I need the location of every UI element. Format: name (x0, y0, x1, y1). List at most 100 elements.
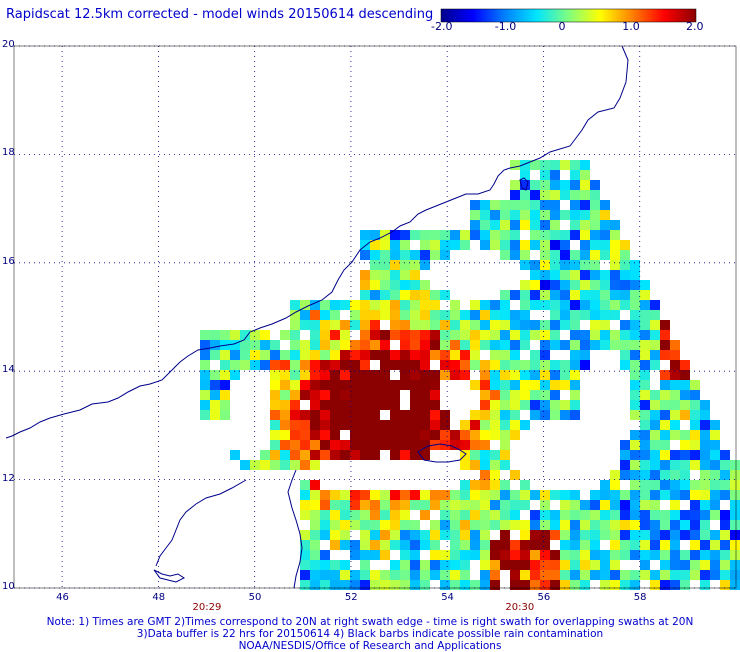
wind-cell (350, 510, 360, 520)
wind-cell (550, 180, 560, 190)
wind-cell (250, 330, 260, 340)
wind-cell (430, 340, 440, 350)
wind-cell (470, 540, 480, 550)
wind-cell (500, 550, 510, 560)
wind-cell (580, 220, 590, 230)
wind-cell (650, 490, 660, 500)
wind-cell (280, 430, 290, 440)
wind-cell (310, 320, 320, 330)
wind-cell (700, 480, 710, 490)
wind-cell (310, 330, 320, 340)
wind-cell (400, 320, 410, 330)
wind-cell (550, 160, 560, 170)
wind-cell (460, 360, 470, 370)
wind-cell (410, 250, 420, 260)
wind-cell (600, 230, 610, 240)
wind-cell (400, 360, 410, 370)
wind-cell (470, 300, 480, 310)
wind-cell (280, 450, 290, 460)
wind-cell (620, 360, 630, 370)
wind-cell (640, 440, 650, 450)
wind-cell (530, 240, 540, 250)
wind-cell (650, 520, 660, 530)
wind-cell (520, 480, 530, 490)
wind-cell (630, 450, 640, 460)
wind-cell (570, 230, 580, 240)
wind-cell (370, 380, 380, 390)
wind-cell (520, 300, 530, 310)
wind-cell (490, 320, 500, 330)
wind-cell (690, 490, 700, 500)
wind-cell (540, 290, 550, 300)
wind-cell (410, 420, 420, 430)
wind-cell (650, 400, 660, 410)
wind-cell (560, 310, 570, 320)
wind-cell (480, 430, 490, 440)
wind-cell (460, 320, 470, 330)
wind-cell (680, 490, 690, 500)
wind-cell (390, 280, 400, 290)
wind-cell (240, 350, 250, 360)
wind-cell (510, 220, 520, 230)
wind-cell (450, 540, 460, 550)
wind-cell (590, 500, 600, 510)
wind-cell (480, 410, 490, 420)
wind-cell (440, 250, 450, 260)
wind-cell (630, 490, 640, 500)
wind-cell (440, 310, 450, 320)
wind-cell (450, 360, 460, 370)
wind-cell (380, 500, 390, 510)
wind-cell (330, 530, 340, 540)
wind-cell (550, 530, 560, 540)
wind-cell (430, 560, 440, 570)
wind-cell (430, 550, 440, 560)
plot-frame (13, 45, 737, 589)
wind-cell (650, 420, 660, 430)
wind-cell (610, 560, 620, 570)
wind-cell (580, 190, 590, 200)
wind-cell (590, 310, 600, 320)
wind-cell (460, 480, 470, 490)
wind-cell (390, 500, 400, 510)
wind-cell (500, 290, 510, 300)
wind-cell (670, 370, 680, 380)
wind-cell (320, 580, 330, 590)
wind-cell (510, 510, 520, 520)
wind-cell (540, 190, 550, 200)
wind-cell (300, 350, 310, 360)
wind-cell (310, 370, 320, 380)
wind-cell (300, 540, 310, 550)
wind-cell (310, 460, 320, 470)
wind-cell (340, 500, 350, 510)
wind-cell (590, 540, 600, 550)
wind-cell (440, 570, 450, 580)
wind-cell (520, 170, 530, 180)
wind-cell (220, 410, 230, 420)
wind-cell (540, 540, 550, 550)
wind-cell (470, 360, 480, 370)
wind-cell (450, 520, 460, 530)
wind-cell (660, 530, 670, 540)
wind-cell (450, 300, 460, 310)
wind-cell (670, 430, 680, 440)
wind-cell (630, 340, 640, 350)
wind-cell (720, 460, 730, 470)
wind-cell (630, 320, 640, 330)
wind-cell (310, 540, 320, 550)
wind-cell (390, 420, 400, 430)
wind-cell (510, 340, 520, 350)
wind-cell (420, 230, 430, 240)
wind-cell (480, 310, 490, 320)
wind-cell (620, 240, 630, 250)
wind-cell (610, 290, 620, 300)
wind-cell (430, 540, 440, 550)
wind-cell (420, 300, 430, 310)
wind-cell (380, 270, 390, 280)
wind-cell (330, 390, 340, 400)
wind-cell (300, 420, 310, 430)
wind-cell (360, 560, 370, 570)
wind-cell (690, 520, 700, 530)
wind-cell (470, 510, 480, 520)
wind-cell (410, 440, 420, 450)
